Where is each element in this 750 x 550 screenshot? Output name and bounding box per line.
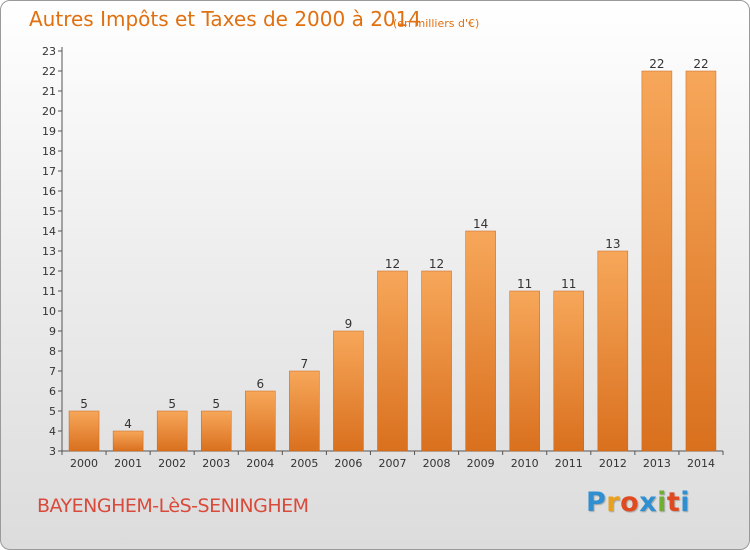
bar-2012[interactable] bbox=[597, 250, 629, 452]
bar-value-label: 4 bbox=[124, 417, 132, 431]
x-tick-label: 2007 bbox=[379, 457, 407, 470]
y-tick-label: 11 bbox=[42, 285, 56, 298]
y-tick-label: 23 bbox=[42, 45, 56, 58]
bar-value-label: 12 bbox=[385, 257, 400, 271]
chart-subtitle: (en milliers d'€) bbox=[393, 17, 480, 30]
y-tick-label: 10 bbox=[42, 305, 56, 318]
x-tick-label: 2008 bbox=[423, 457, 451, 470]
x-tick-label: 2004 bbox=[246, 457, 274, 470]
logo-letter: t bbox=[666, 487, 681, 518]
bar-value-label: 13 bbox=[605, 237, 620, 251]
y-tick-label: 19 bbox=[42, 125, 56, 138]
x-tick-label: 2009 bbox=[467, 457, 495, 470]
y-tick-label: 7 bbox=[49, 365, 56, 378]
bar-2002[interactable] bbox=[156, 410, 188, 452]
y-tick-label: 6 bbox=[49, 385, 56, 398]
bar-2010[interactable] bbox=[509, 290, 540, 452]
bar-2006[interactable] bbox=[333, 330, 364, 452]
y-tick-label: 14 bbox=[42, 225, 56, 238]
x-tick-label: 2014 bbox=[687, 457, 715, 470]
y-tick-label: 17 bbox=[42, 165, 56, 178]
x-tick-label: 2010 bbox=[511, 457, 539, 470]
bar-2003[interactable] bbox=[200, 410, 232, 452]
bar-value-label: 22 bbox=[693, 57, 708, 71]
y-tick-label: 12 bbox=[42, 265, 56, 278]
y-tick-label: 5 bbox=[49, 405, 56, 418]
x-tick-label: 2005 bbox=[290, 457, 318, 470]
logo-letter: x bbox=[639, 487, 658, 518]
x-tick-label: 2000 bbox=[70, 457, 98, 470]
bar-2009[interactable] bbox=[465, 230, 496, 452]
y-tick-label: 15 bbox=[42, 205, 56, 218]
x-tick-label: 2011 bbox=[555, 457, 583, 470]
bar-value-label: 11 bbox=[561, 277, 576, 291]
bar-value-label: 6 bbox=[256, 377, 264, 391]
y-tick-label: 16 bbox=[42, 185, 56, 198]
x-tick-label: 2013 bbox=[643, 457, 671, 470]
bar-value-label: 12 bbox=[429, 257, 444, 271]
y-tick-label: 18 bbox=[42, 145, 56, 158]
bar-value-label: 9 bbox=[345, 317, 353, 331]
bar-value-label: 22 bbox=[649, 57, 664, 71]
logo-letter: r bbox=[606, 487, 621, 518]
y-tick-label: 21 bbox=[42, 85, 56, 98]
axes: 3 4 5 6 7 8 9 10 11 12 13 14 15 16 17 18 19 20 21 22 23 2000 2… bbox=[42, 45, 724, 470]
bar-2004[interactable] bbox=[245, 390, 276, 452]
logo-letter: P bbox=[586, 487, 607, 518]
bar-2013[interactable] bbox=[641, 70, 673, 452]
x-tick-label: 2002 bbox=[158, 457, 186, 470]
x-tick-label: 2012 bbox=[599, 457, 627, 470]
x-tick-label: 2001 bbox=[114, 457, 142, 470]
y-tick-label: 3 bbox=[49, 445, 56, 458]
bars bbox=[68, 70, 717, 452]
bar-2011[interactable] bbox=[553, 290, 585, 452]
y-tick-label: 9 bbox=[49, 325, 56, 338]
proxiti-logo[interactable]: Proxiti bbox=[586, 487, 690, 518]
y-tick-label: 13 bbox=[42, 245, 56, 258]
y-tick-label: 8 bbox=[49, 345, 56, 358]
bar-value-label: 7 bbox=[301, 357, 309, 371]
y-tick-label: 22 bbox=[42, 65, 56, 78]
logo-letter: o bbox=[620, 487, 640, 518]
bar-value-label: 11 bbox=[517, 277, 532, 291]
bar-value-label: 14 bbox=[473, 217, 488, 231]
bar-2008[interactable] bbox=[421, 270, 452, 452]
logo-letter: i bbox=[657, 487, 667, 518]
bar-2000[interactable] bbox=[68, 410, 100, 452]
x-tick-label: 2006 bbox=[334, 457, 362, 470]
bar-value-label: 5 bbox=[80, 397, 88, 411]
logo-letter: i bbox=[680, 487, 691, 518]
data-labels: 5 4 5 5 6 7 9 12 12 14 11 11 13 22 22 bbox=[80, 57, 708, 431]
y-tick-label: 4 bbox=[49, 425, 56, 438]
x-tick-label: 2003 bbox=[202, 457, 230, 470]
bar-2007[interactable] bbox=[377, 270, 408, 452]
y-tick-label: 20 bbox=[42, 105, 56, 118]
bar-2001[interactable] bbox=[112, 430, 144, 452]
chart-title: Autres Impôts et Taxes de 2000 à 2014 bbox=[29, 7, 422, 31]
commune-name: BAYENGHEM-LèS-SENINGHEM bbox=[37, 495, 309, 517]
bar-2014[interactable] bbox=[685, 70, 717, 452]
bar-2005[interactable] bbox=[289, 370, 320, 452]
bar-value-label: 5 bbox=[212, 397, 220, 411]
bar-value-label: 5 bbox=[168, 397, 176, 411]
